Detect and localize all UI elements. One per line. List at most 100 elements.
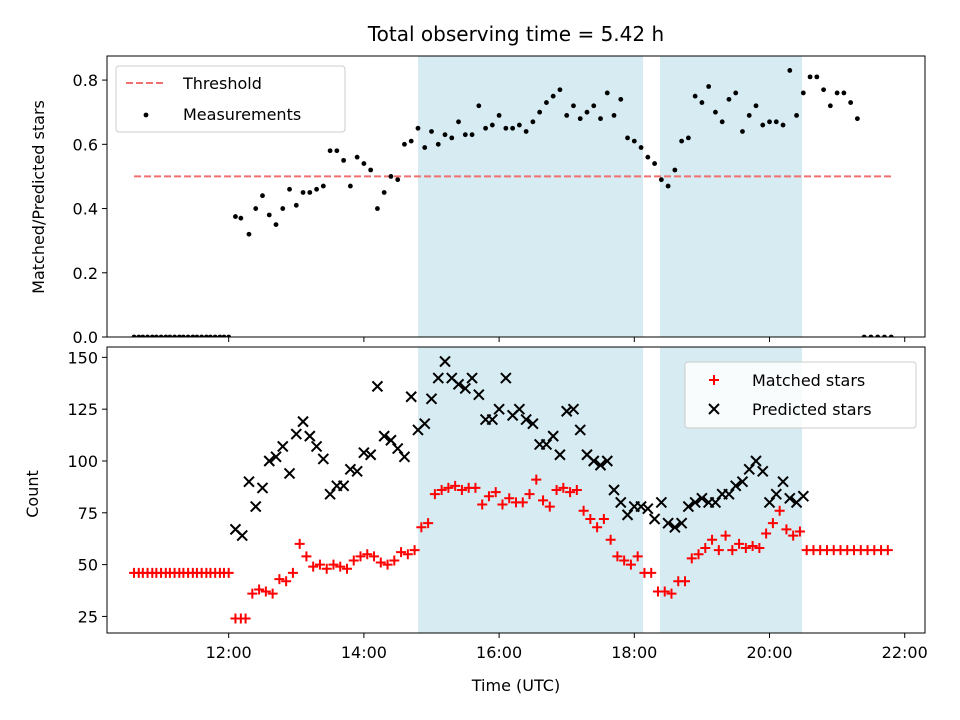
top-observing-window-2	[659, 56, 802, 337]
measurement-point	[381, 190, 387, 195]
measurement-point	[652, 161, 657, 166]
top-y-tick-label: 0.2	[73, 264, 98, 283]
matched-star-point	[369, 551, 380, 562]
matched-star-point	[713, 545, 724, 556]
measurement-point	[190, 334, 196, 337]
predicted-star-point	[324, 488, 336, 500]
predicted-star-point	[243, 476, 255, 488]
measurement-point	[163, 334, 169, 337]
bottom-panel: 25 50 75 100 125 150 12:00 14:00 16:00 18:00 20:00…	[67, 346, 928, 662]
matched-star-point	[754, 543, 765, 554]
measurement-point	[429, 129, 434, 134]
matched-legend-label: Matched stars	[752, 371, 865, 390]
measurement-point	[172, 334, 178, 337]
measurement-point	[794, 113, 799, 118]
predicted-star-point	[730, 480, 742, 492]
matched-star-point	[544, 501, 555, 512]
measurement-point	[523, 129, 529, 134]
predicted-star-point	[567, 403, 580, 415]
predicted-star-point	[493, 403, 505, 415]
matched-star-point	[287, 567, 298, 578]
predicted-star-point	[723, 488, 735, 500]
predicted-star-point	[777, 476, 789, 488]
bottom-plot-area	[129, 355, 893, 624]
predicted-star-point	[709, 496, 722, 509]
top-axes-frame	[106, 55, 926, 338]
matched-star-point	[517, 497, 528, 508]
top-y-tick-label: 0.6	[73, 135, 98, 154]
measurement-point	[280, 206, 286, 211]
measurement-point	[476, 103, 482, 109]
bottom-legend: Matched stars Predicted stars	[684, 361, 917, 429]
predicted-star-point	[527, 417, 539, 430]
predicted-star-point	[378, 430, 390, 442]
measurement-point	[408, 138, 414, 144]
measurement-point	[496, 113, 502, 118]
measurement-point	[149, 334, 155, 337]
bottom-observing-window-1	[417, 347, 644, 633]
matched-star-point	[267, 588, 278, 599]
measurement-point	[699, 100, 705, 105]
measurement-point	[814, 74, 820, 80]
measurement-point	[638, 145, 644, 150]
predicted-star-point	[391, 442, 404, 455]
predicted-star-point	[236, 529, 248, 542]
matched-star-point	[612, 551, 623, 562]
measurement-point	[665, 183, 671, 189]
top-observing-window-1	[417, 56, 644, 337]
matched-star-point	[558, 482, 569, 493]
measurement-point	[185, 334, 191, 337]
measurement-point	[300, 190, 306, 195]
x-tick-label: 20:00	[746, 643, 792, 662]
matched-star-point	[504, 493, 515, 504]
matched-star-point	[416, 522, 427, 533]
predicted-star-point	[256, 482, 269, 494]
measurement-point	[402, 141, 407, 147]
measurement-point	[153, 334, 159, 337]
measurements-legend-swatch	[143, 112, 149, 118]
predicted-star-point	[554, 449, 566, 461]
predicted-star-point	[304, 430, 316, 442]
matched-star-point	[382, 559, 393, 570]
predicted-star-point	[419, 417, 431, 430]
matched-star-point	[308, 561, 319, 572]
predicted-legend-label: Predicted stars	[752, 400, 872, 419]
measurement-point	[577, 116, 583, 122]
measurement-point	[176, 334, 182, 337]
measurement-point	[685, 135, 691, 141]
measurement-point	[679, 138, 685, 144]
predicted-star-point	[655, 496, 668, 509]
matched-star-point	[362, 549, 373, 560]
predicted-star-point	[466, 372, 478, 384]
chart-title: Total observing time = 5.42 h	[367, 22, 664, 46]
measurement-point	[293, 202, 299, 208]
predicted-star-point	[473, 388, 485, 401]
matched-star-point	[483, 491, 494, 502]
matched-star-point	[423, 518, 434, 529]
measurement-point	[375, 206, 380, 211]
matched-star-point	[700, 543, 711, 554]
threshold-legend-label: Threshold	[182, 74, 262, 93]
measurement-point	[415, 125, 421, 131]
matched-star-point	[761, 528, 772, 539]
predicted-star-point	[283, 467, 296, 480]
measurement-point	[199, 334, 205, 337]
measurement-point	[273, 222, 279, 228]
measurement-point	[341, 157, 347, 163]
matched-star-point	[585, 514, 596, 525]
predicted-star-point	[371, 380, 384, 393]
top-panel: 0.0 0.2 0.4 0.6 0.8 Threshold Measurements	[73, 55, 926, 347]
predicted-star-point	[757, 465, 769, 478]
measurement-point	[746, 113, 752, 118]
matched-star-point	[274, 574, 285, 585]
measurement-point	[226, 334, 232, 337]
matched-star-point	[538, 495, 549, 506]
measurement-point	[388, 174, 394, 179]
measurement-point	[787, 68, 793, 73]
matched-star-point	[254, 584, 265, 595]
measurement-point	[875, 334, 881, 337]
x-axis-label: Time (UTC)	[471, 676, 560, 695]
matched-star-point	[632, 551, 643, 562]
measurement-point	[435, 141, 441, 147]
top-y-tick-label: 0.0	[73, 328, 98, 347]
